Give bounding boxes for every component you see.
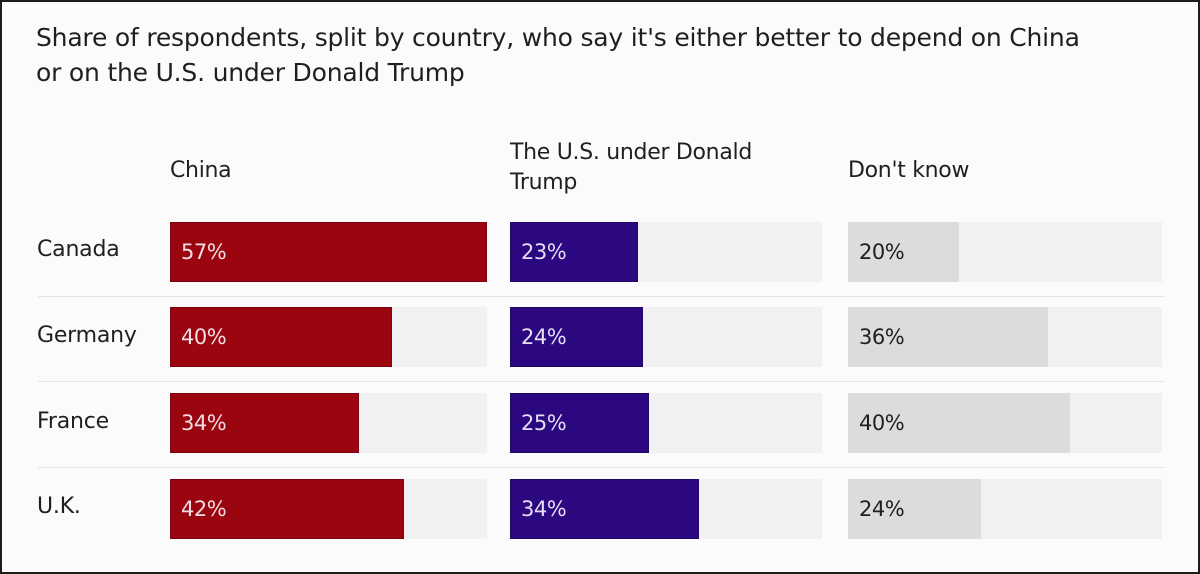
data-label: 24%: [859, 497, 905, 521]
row-label-uk: U.K.: [37, 494, 81, 519]
column-header-0: China: [170, 158, 232, 183]
data-label: 36%: [859, 325, 905, 349]
bar-track: 24%: [510, 307, 822, 367]
bar-dk-2: [848, 393, 1071, 453]
bar-china-3: [170, 479, 404, 539]
data-label: 57%: [181, 240, 227, 264]
row-separator: [38, 381, 1165, 382]
bar-us-1: [510, 307, 644, 367]
column-header-1: The U.S. under Donald Trump: [510, 140, 752, 195]
bar-track: 42%: [170, 479, 487, 539]
bar-track: 57%: [170, 222, 487, 282]
bar-track: 34%: [510, 479, 822, 539]
bar-china-2: [170, 393, 360, 453]
data-label: 25%: [521, 411, 567, 435]
chart-title-line-1: Share of respondents, split by country, …: [36, 23, 1080, 52]
data-label: 40%: [859, 411, 905, 435]
row-label-france: France: [37, 409, 109, 434]
bar-dk-1: [848, 307, 1049, 367]
bar-dk-3: [848, 479, 982, 539]
data-label: 20%: [859, 240, 905, 264]
column-header-2: Don't know: [848, 158, 970, 183]
bar-track: 24%: [848, 479, 1162, 539]
bar-dk-0: [848, 222, 960, 282]
chart-title-line-2: or on the U.S. under Donald Trump: [36, 58, 465, 87]
bar-track: 20%: [848, 222, 1162, 282]
bar-track: 36%: [848, 307, 1162, 367]
bar-us-2: [510, 393, 650, 453]
chart-title: Share of respondents, split by country, …: [36, 20, 1156, 90]
row-label-germany: Germany: [37, 323, 137, 348]
data-label: 24%: [521, 325, 567, 349]
row-separator: [38, 296, 1165, 297]
bar-china-1: [170, 307, 393, 367]
bar-china-0: [170, 222, 487, 282]
bar-track: 23%: [510, 222, 822, 282]
row-separator: [38, 467, 1165, 468]
data-label: 34%: [181, 411, 227, 435]
bar-track: 40%: [170, 307, 487, 367]
data-label: 23%: [521, 240, 567, 264]
bar-track: 40%: [848, 393, 1162, 453]
row-label-canada: Canada: [37, 237, 120, 262]
data-label: 42%: [181, 497, 227, 521]
data-label: 34%: [521, 497, 567, 521]
data-label: 40%: [181, 325, 227, 349]
bar-track: 34%: [170, 393, 487, 453]
bar-us-3: [510, 479, 700, 539]
bar-track: 25%: [510, 393, 822, 453]
bar-us-0: [510, 222, 638, 282]
